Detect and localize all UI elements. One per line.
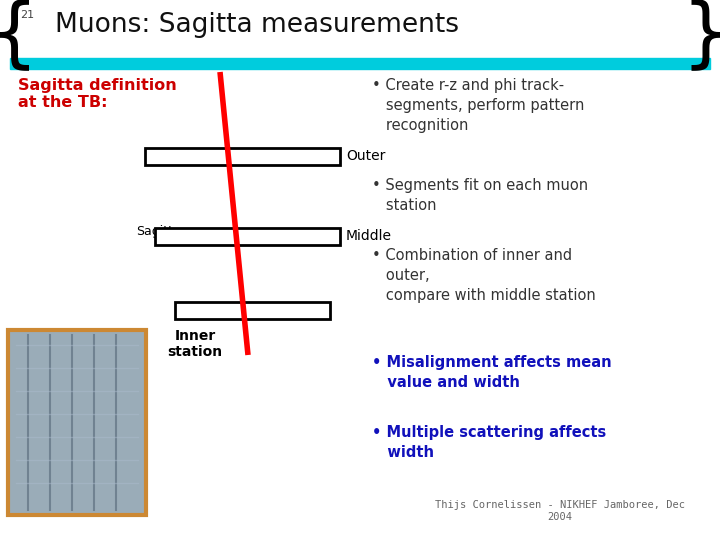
Text: Sagitta: Sagitta xyxy=(137,225,181,238)
Text: Sagitta definition
at the TB:: Sagitta definition at the TB: xyxy=(18,78,176,110)
Bar xyxy=(145,148,340,165)
Bar xyxy=(155,228,340,245)
Text: • Misalignment affects mean
   value and width: • Misalignment affects mean value and wi… xyxy=(372,355,611,390)
Text: Middle: Middle xyxy=(346,230,392,244)
Text: Thijs Cornelissen - NIKHEF Jamboree, Dec
2004: Thijs Cornelissen - NIKHEF Jamboree, Dec… xyxy=(435,500,685,522)
Bar xyxy=(10,58,710,69)
Text: • Combination of inner and
   outer,
   compare with middle station: • Combination of inner and outer, compar… xyxy=(372,248,595,302)
Text: }: } xyxy=(682,0,720,72)
Text: • Multiple scattering affects
   width: • Multiple scattering affects width xyxy=(372,425,606,460)
Text: 21: 21 xyxy=(20,10,34,20)
Text: Inner
station: Inner station xyxy=(168,329,222,359)
Text: Muons: Sagitta measurements: Muons: Sagitta measurements xyxy=(55,12,459,38)
Bar xyxy=(175,302,330,319)
Text: Outer: Outer xyxy=(346,150,385,164)
Text: • Segments fit on each muon
   station: • Segments fit on each muon station xyxy=(372,178,588,213)
Bar xyxy=(8,330,146,515)
Text: • Create r-z and phi track-
   segments, perform pattern
   recognition: • Create r-z and phi track- segments, pe… xyxy=(372,78,585,133)
Text: {: { xyxy=(0,0,38,72)
